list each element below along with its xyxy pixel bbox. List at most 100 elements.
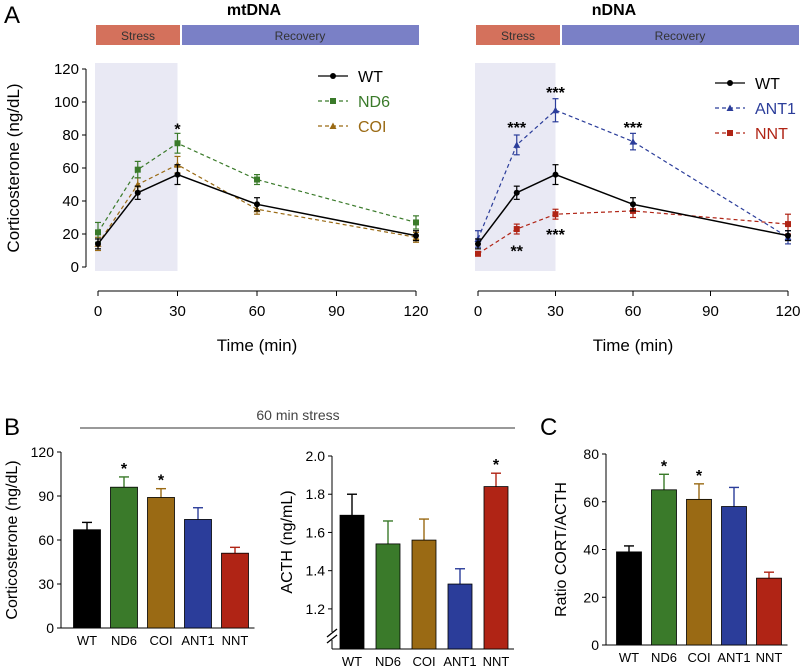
x-tick-label: WT (619, 650, 639, 665)
x-tick-label: 90 (328, 303, 345, 320)
data-point-wt (134, 189, 141, 196)
legend-label-wt: WT (755, 76, 780, 93)
x-tick-label: COI (412, 654, 435, 668)
data-point-wt (95, 240, 101, 247)
x-tick-label: 0 (474, 303, 482, 320)
data-point-wt (174, 171, 181, 178)
y-tick-label: 120 (31, 444, 55, 460)
data-point-wt (513, 189, 520, 196)
data-point-ant1 (629, 138, 637, 145)
significance-marker: ** (511, 244, 524, 261)
y-tick-label: 30 (38, 576, 54, 592)
recovery-label-right: Recovery (655, 29, 706, 43)
legend-marker-wt (727, 80, 733, 86)
x-tick-label: NNT (483, 654, 510, 668)
data-point-wt (413, 232, 419, 239)
x-tick-label: WT (77, 633, 97, 648)
panel-label-a: A (4, 2, 20, 29)
stress-60-label: 60 min stress (256, 407, 339, 423)
x-tick-label: 90 (702, 303, 719, 320)
x-tick-label: 30 (169, 303, 186, 320)
y-tick-label: 0 (71, 259, 79, 276)
bar-wt (616, 551, 642, 646)
x-tick-label: WT (342, 654, 362, 668)
significance-marker: *** (546, 85, 565, 102)
data-point-wt (475, 240, 481, 247)
data-point-nnt (785, 221, 791, 228)
y-axis-label: Corticosterone (ng/dL) (4, 460, 21, 619)
chart-a-left: 0 20 40 60 80 100 120 Corticosterone (ng/dL) 0 30… (4, 61, 429, 355)
y-tick-label: 1.2 (306, 601, 326, 617)
x-tick-label: 120 (403, 303, 428, 320)
data-point-nd6 (413, 219, 419, 226)
y-tick-label: 40 (583, 542, 599, 558)
y-tick-label: 60 (62, 160, 79, 177)
legend-label-nnt: NNT (755, 126, 788, 143)
y-tick-label: 100 (54, 94, 79, 111)
data-point-nd6 (174, 140, 181, 147)
bar-nnt (483, 486, 509, 650)
significance-marker: * (121, 461, 128, 478)
x-tick-label: 60 (249, 303, 266, 320)
x-axis-label: Time (min) (217, 336, 298, 355)
legend-marker-ant1 (726, 104, 734, 111)
y-tick-label: 40 (62, 193, 79, 210)
x-tick-label: ND6 (651, 650, 677, 665)
y-axis-label: ACTH (ng/mL) (279, 490, 296, 593)
x-tick-label: 60 (625, 303, 642, 320)
chart-b-left: 0 30 60 90 120 Corticosterone (ng/dL) WT ND6 * CO… (4, 444, 255, 648)
stress-label-left: Stress (121, 29, 155, 43)
significance-marker: * (696, 468, 703, 485)
y-tick-label: 1.8 (306, 486, 326, 502)
data-point-nnt (475, 250, 481, 257)
legend-label-coi: COI (358, 119, 386, 136)
data-point-ant1 (513, 141, 521, 148)
legend-label-wt: WT (358, 69, 383, 86)
recovery-bar-left (182, 25, 419, 45)
legend-marker-wt (330, 73, 336, 79)
y-tick-label: 80 (583, 446, 599, 462)
x-tick-label: COI (687, 650, 710, 665)
stress-recovery-bar-right: Stress Recovery (476, 25, 799, 45)
x-tick-label: 120 (775, 303, 800, 320)
data-point-ant1 (552, 106, 559, 114)
panel-label-c: C (540, 414, 557, 441)
y-tick-label: 90 (38, 488, 54, 504)
legend-marker-nd6 (330, 98, 336, 104)
legend-marker-nnt (727, 130, 733, 136)
y-tick-label: 20 (62, 226, 79, 243)
axis-break-mark (326, 628, 338, 638)
significance-marker: *** (546, 227, 565, 244)
recovery-bar-right (562, 25, 799, 45)
x-tick-label: NNT (222, 633, 249, 648)
y-tick-label: 1.4 (306, 563, 326, 579)
x-tick-label: ND6 (375, 654, 401, 668)
x-tick-label: 0 (94, 303, 102, 320)
recovery-label-left: Recovery (275, 29, 326, 43)
bar-nd6 (110, 486, 138, 629)
significance-marker: * (174, 121, 181, 138)
bar-nd6 (651, 489, 677, 646)
stress-shading (475, 63, 556, 271)
bar-ant1 (721, 506, 747, 646)
y-tick-label: 20 (583, 589, 599, 605)
axis-break-mark (326, 634, 338, 644)
x-axis-label: Time (min) (593, 336, 674, 355)
x-tick-label: NNT (756, 650, 783, 665)
panel-label-b: B (4, 414, 20, 441)
significance-marker: *** (507, 120, 526, 137)
stress-label-right: Stress (501, 29, 535, 43)
data-point-wt (552, 171, 559, 178)
data-point-nnt (552, 211, 559, 218)
y-axis-label: Ratio CORT/ACTH (553, 482, 570, 617)
legend-label-nd6: ND6 (358, 94, 390, 111)
y-tick-label: 2.0 (306, 448, 326, 464)
x-tick-label: 30 (547, 303, 564, 320)
significance-marker: * (493, 457, 500, 474)
significance-marker: * (158, 473, 165, 490)
significance-marker: *** (624, 120, 643, 137)
y-axis-label: Corticosterone (ng/dL) (4, 83, 23, 252)
bar-coi (147, 497, 175, 629)
